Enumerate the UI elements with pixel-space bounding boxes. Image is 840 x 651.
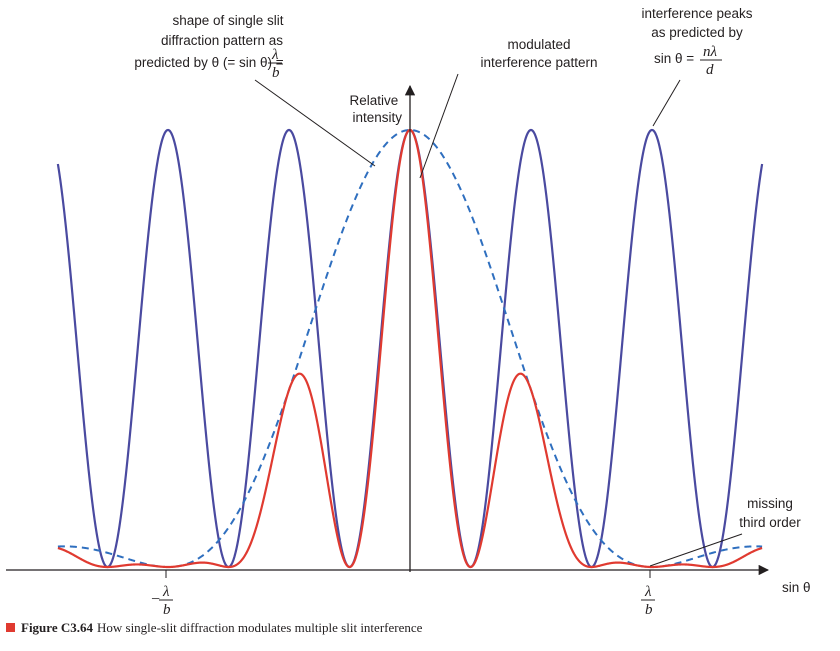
svg-text:b: b <box>645 602 653 618</box>
svg-text:shape of single slit: shape of single slit <box>172 13 283 28</box>
annotation-modulated: modulated interference pattern <box>419 37 598 179</box>
svg-text:λ: λ <box>271 47 279 63</box>
svg-text:d: d <box>706 62 714 78</box>
x-tick-label-neg: − λ b <box>150 584 173 618</box>
svg-text:interference pattern: interference pattern <box>480 55 597 70</box>
caption-marker-icon <box>6 623 15 632</box>
svg-text:λ: λ <box>644 584 652 600</box>
annotation-single-slit: shape of single slit diffraction pattern… <box>134 13 376 167</box>
figure-caption: Figure C3.64 How single-slit diffraction … <box>6 620 422 636</box>
svg-text:as predicted by: as predicted by <box>651 25 743 40</box>
svg-text:nλ: nλ <box>703 44 718 60</box>
svg-text:modulated: modulated <box>507 37 570 52</box>
svg-text:b: b <box>163 602 171 618</box>
x-axis-label: sin θ <box>782 580 811 595</box>
annotation-missing-order: missing third order <box>649 496 801 567</box>
y-axis-label: Relative intensity <box>349 93 402 125</box>
caption-text: How single-slit diffraction modulates mu… <box>96 620 423 635</box>
svg-text:sin θ =: sin θ = <box>654 51 694 66</box>
svg-text:−: − <box>150 591 161 608</box>
x-tick-label-pos: λ b <box>641 584 655 618</box>
svg-text:third order: third order <box>739 515 801 530</box>
svg-text:missing: missing <box>747 496 793 511</box>
figure-number: Figure C3.64 <box>21 620 93 635</box>
svg-text:b: b <box>272 65 280 81</box>
svg-text:interference peaks: interference peaks <box>641 6 752 21</box>
annotation-interference-peaks: interference peaks as predicted by sin θ… <box>641 6 753 127</box>
svg-text:diffraction pattern as: diffraction pattern as <box>161 33 283 48</box>
svg-text:λ: λ <box>162 584 170 600</box>
svg-text:predicted by θ (= sin θ) =: predicted by θ (= sin θ) = <box>134 55 283 70</box>
